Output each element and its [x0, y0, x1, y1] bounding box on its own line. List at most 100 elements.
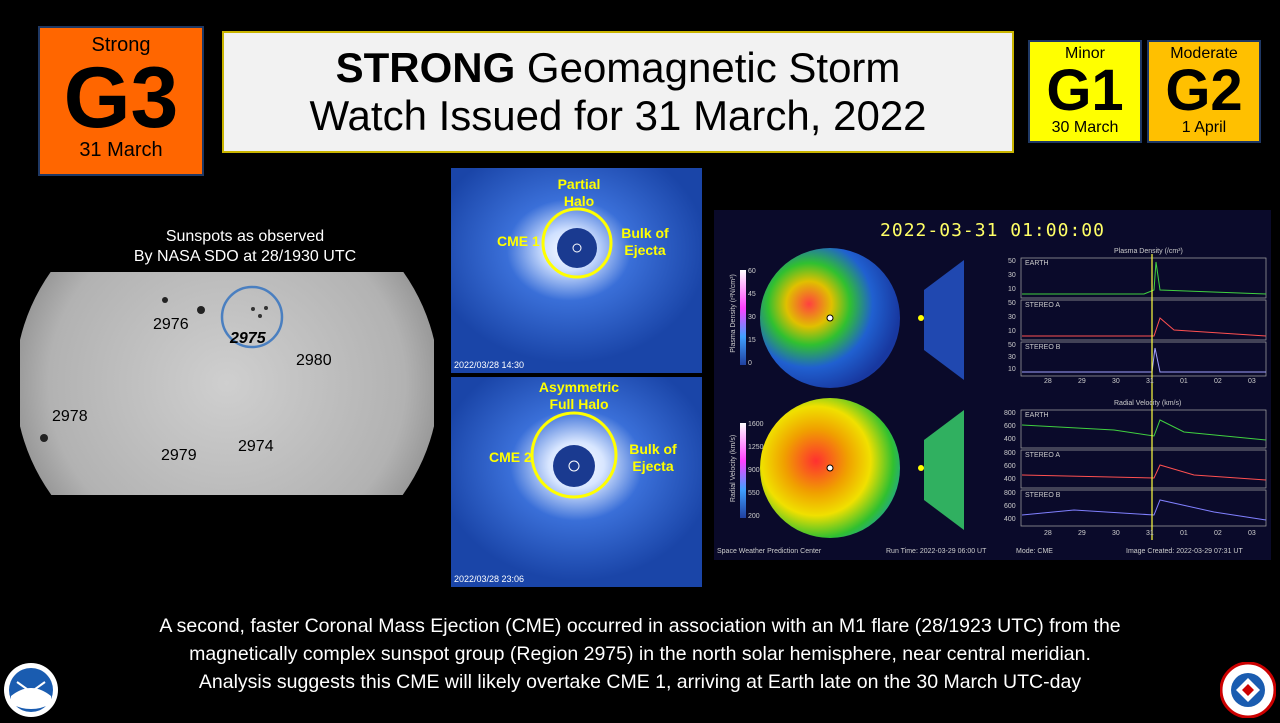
image-created: Image Created: 2022-03-29 07:31 UT	[1126, 548, 1243, 555]
date-tick: 31	[1146, 378, 1154, 385]
occulter	[557, 228, 597, 268]
density-axis-label: Plasma Density (r²N/cm³)	[729, 274, 737, 353]
coronagraph-1-timestamp: 2022/03/28 14:30	[454, 360, 525, 370]
bulk-ejecta-label-1: Bulk of Ejecta	[613, 225, 677, 259]
tick-400: 400	[1004, 436, 1016, 443]
model-timestamp: 2022-03-31 01:00:00	[880, 220, 1105, 241]
ejecta-label: Ejecta	[624, 242, 666, 258]
density-scale-0: 0	[748, 360, 752, 367]
velocity-stereo-a-label: STEREO A	[1025, 452, 1061, 459]
tick-50: 50	[1008, 258, 1016, 265]
velocity-stereo-b-label: STEREO B	[1025, 492, 1061, 499]
cme1-label: CME 1	[497, 233, 540, 249]
cme2-label: CME 2	[489, 449, 532, 465]
velocity-axis-label: Radial Velocity (km/s)	[730, 434, 738, 503]
tick-50: 50	[1008, 342, 1016, 349]
full-halo-label: Full Halo	[549, 396, 609, 412]
density-stereo-a-plot	[1020, 299, 1267, 341]
sunspot	[264, 306, 268, 310]
tick-400: 400	[1004, 516, 1016, 523]
footer-line3: Analysis suggests this CME will likely o…	[198, 671, 1082, 693]
density-colorbar	[740, 270, 746, 365]
region-2979: 2979	[161, 447, 197, 464]
date-tick: 03	[1248, 530, 1256, 537]
sunspot	[251, 307, 255, 311]
region-2974: 2974	[238, 438, 274, 455]
ejecta-label: Ejecta	[632, 458, 674, 474]
coronagraph-1-graphic	[451, 168, 702, 373]
density-scale-15: 15	[748, 337, 756, 344]
date-tick: 30	[1112, 530, 1120, 537]
earth-dot	[918, 315, 924, 321]
tick-400: 400	[1004, 476, 1016, 483]
coronagraph-panel-2: Asymmetric Full Halo CME 2 Bulk of Eject…	[451, 377, 702, 587]
sunspot	[40, 434, 48, 442]
date-tick: 28	[1044, 530, 1052, 537]
model-graphic	[740, 248, 1267, 540]
velocity-stereo-a-plot	[1020, 449, 1267, 489]
velocity-title: Radial Velocity (km/s)	[1114, 400, 1182, 407]
g3-badge: Strong G3 31 March	[38, 26, 204, 176]
g1-code: G1	[1046, 58, 1124, 123]
footer-text: A second, faster Coronal Mass Ejection (…	[0, 612, 1280, 696]
sun-caption-line2: By NASA SDO at 28/1930 UTC	[133, 248, 357, 265]
tick-30: 30	[1008, 354, 1016, 361]
occulter	[553, 445, 595, 487]
sun-marker	[568, 460, 580, 472]
g1-date: 30 March	[1051, 119, 1119, 136]
partial-halo-label: Partial Halo	[547, 176, 611, 210]
date-tick: 01	[1180, 530, 1188, 537]
tick-600: 600	[1004, 503, 1016, 510]
nws-logo	[1219, 661, 1277, 719]
sunspot	[258, 314, 262, 318]
region-2975-circle	[220, 285, 284, 349]
title-line1: Geomagnetic Storm	[515, 44, 901, 91]
date-tick: 02	[1214, 530, 1222, 537]
g2-badge: Moderate G2 1 April	[1147, 40, 1261, 143]
velocity-scale-1250: 1250	[748, 444, 764, 451]
bulk-label: Bulk of	[621, 225, 669, 241]
velocity-wedge	[924, 410, 964, 530]
footer-line2: magnetically complex sunspot group (Regi…	[189, 643, 1091, 665]
partial-halo-circle	[541, 207, 613, 279]
g1-level: Minor	[1064, 45, 1105, 62]
tick-30: 30	[1008, 314, 1016, 321]
tick-800: 800	[1004, 490, 1016, 497]
velocity-stereo-b-plot	[1020, 489, 1267, 527]
full-halo-circle	[530, 411, 618, 499]
tick-600: 600	[1004, 463, 1016, 470]
date-tick: 03	[1248, 378, 1256, 385]
tick-800: 800	[1004, 450, 1016, 457]
density-stereo-a-series	[1022, 317, 1267, 337]
g2-code: G2	[1165, 58, 1243, 123]
g3-code: G3	[63, 50, 179, 146]
coronagraph-2-graphic	[451, 377, 702, 587]
tick-30: 30	[1008, 272, 1016, 279]
title-strong: STRONG	[335, 44, 516, 91]
sun-caption: Sunspots as observed By NASA SDO at 28/1…	[60, 227, 430, 267]
date-tick: 29	[1078, 378, 1086, 385]
asymmetric-halo-label: Asymmetric Full Halo	[531, 379, 627, 413]
velocity-scale-200: 200	[748, 513, 760, 520]
density-scale-30: 30	[748, 314, 756, 321]
region-2976: 2976	[153, 316, 189, 333]
tick-10: 10	[1008, 286, 1016, 293]
nws-logo-graphic	[1219, 661, 1277, 719]
density-earth-series	[1022, 261, 1267, 295]
g2-date: 1 April	[1181, 119, 1227, 136]
region-2978: 2978	[52, 408, 88, 425]
noaa-logo	[3, 662, 59, 718]
tick-50: 50	[1008, 300, 1016, 307]
density-wedge	[924, 260, 964, 380]
region-2975: 2975	[229, 330, 267, 347]
partial-label: Partial	[557, 176, 601, 192]
date-tick: 28	[1044, 378, 1052, 385]
density-scale-45: 45	[748, 291, 756, 298]
sun-dot	[826, 464, 834, 472]
velocity-stereo-b-series	[1021, 499, 1267, 521]
asymmetric-label: Asymmetric	[538, 379, 620, 395]
date-tick: 31	[1146, 530, 1154, 537]
date-tick: 29	[1078, 530, 1086, 537]
noaa-logo-graphic	[4, 663, 58, 717]
sun-disk-graphic: 2976 2975 2980 2978 2979 2974	[20, 272, 434, 495]
